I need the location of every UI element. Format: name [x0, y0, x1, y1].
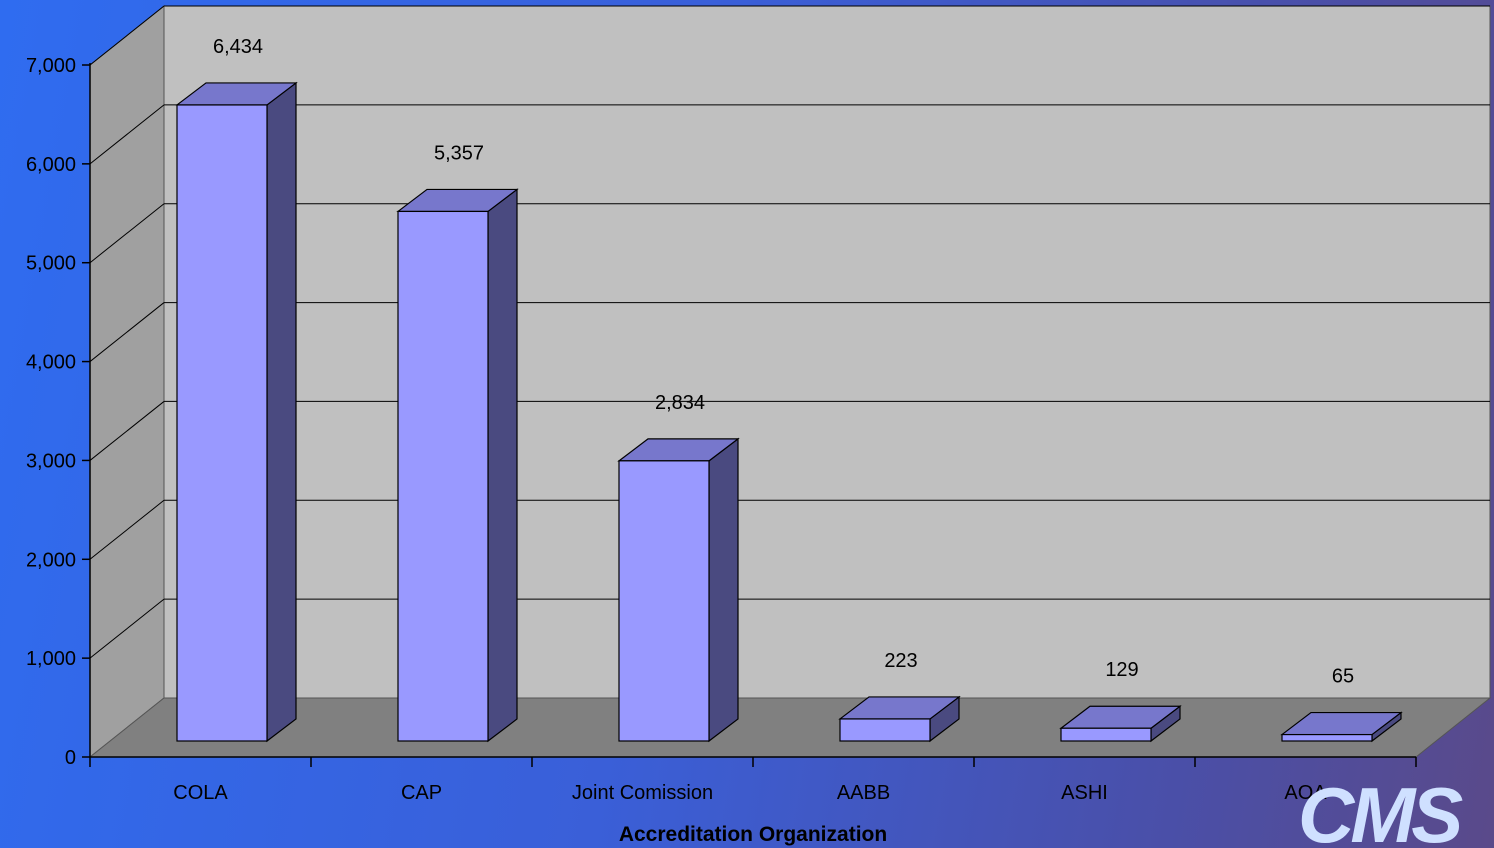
bar [839, 718, 931, 742]
x-tick-label: COLA [173, 782, 228, 804]
bar [1060, 727, 1152, 742]
bar [618, 460, 710, 742]
x-axis-title: Accreditation Organization [619, 823, 887, 846]
data-label: 5,357 [434, 142, 484, 164]
data-label: 129 [1105, 659, 1138, 681]
x-tick-label: AOA [1284, 782, 1327, 804]
bar [397, 210, 489, 742]
x-tick-label: Joint Comission [572, 782, 713, 804]
y-tick-label: 3,000 [26, 450, 76, 472]
y-tick-label: 6,000 [26, 154, 76, 176]
gridline-side [89, 5, 165, 66]
bar [176, 104, 268, 742]
y-tick-label: 4,000 [26, 352, 76, 374]
bar-side [708, 437, 739, 743]
bar-side [487, 188, 518, 743]
data-labels: 6,434 5,357 2,834 223 129 65 [213, 36, 1354, 688]
data-label: 65 [1332, 666, 1354, 688]
gridline-side [89, 104, 165, 165]
floor [88, 697, 1492, 758]
y-tick-label: 1,000 [26, 648, 76, 670]
data-label: 2,834 [655, 392, 705, 414]
bar [1281, 733, 1373, 742]
x-tick-label: ASHI [1061, 782, 1108, 804]
gridline-side [89, 401, 165, 461]
x-axis-ticks: COLA CAP Joint Comission AABB ASHI AOA [89, 757, 1417, 804]
gridline-side [89, 499, 165, 560]
y-tick-label: 7,000 [26, 55, 76, 77]
gridline-side [89, 203, 165, 264]
data-label: 223 [884, 650, 917, 672]
gridline-side [89, 598, 165, 659]
bars [175, 81, 1403, 743]
cms-logo: CMS [1298, 771, 1463, 848]
y-axis-ticks: 0 1,000 2,000 3,000 4,000 5,000 6,000 7,000 [26, 55, 90, 769]
chart-walls [88, 4, 1492, 759]
gridlines [89, 5, 1490, 659]
y-tick-label: 2,000 [26, 549, 76, 571]
x-tick-label: CAP [401, 782, 442, 804]
data-label: 6,434 [213, 36, 263, 58]
gridline-side [89, 302, 165, 362]
back-wall [163, 5, 1491, 699]
bar-side [266, 81, 297, 743]
x-tick-label: AABB [837, 782, 890, 804]
y-tick-label: 0 [65, 747, 76, 769]
y-tick-label: 5,000 [26, 253, 76, 275]
side-wall [89, 4, 165, 759]
